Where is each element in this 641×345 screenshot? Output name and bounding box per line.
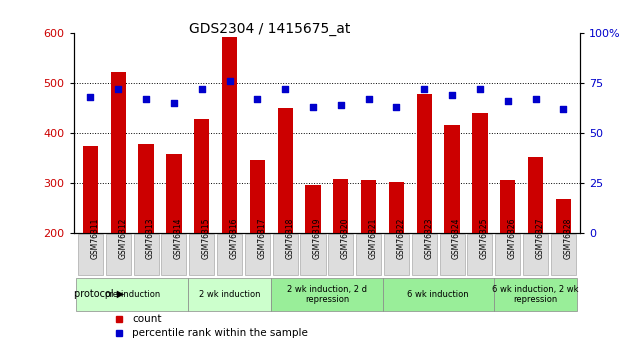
Text: protocol ▶: protocol ▶ — [74, 289, 124, 299]
Bar — [305, 185, 320, 233]
Bar — [194, 119, 210, 233]
Text: GSM76322: GSM76322 — [397, 217, 406, 259]
Bar — [556, 199, 571, 233]
Point — [169, 100, 179, 106]
Bar — [472, 113, 488, 233]
Point — [475, 86, 485, 91]
FancyBboxPatch shape — [551, 234, 576, 275]
Text: GSM76319: GSM76319 — [313, 217, 322, 259]
FancyBboxPatch shape — [412, 234, 437, 275]
Bar — [83, 146, 98, 233]
Text: GSM76318: GSM76318 — [285, 217, 294, 259]
Bar — [361, 180, 376, 233]
Text: GSM76323: GSM76323 — [424, 217, 433, 259]
Bar — [250, 160, 265, 233]
Point — [558, 106, 569, 111]
Point — [531, 96, 541, 101]
FancyBboxPatch shape — [495, 234, 520, 275]
Bar — [222, 37, 237, 233]
FancyBboxPatch shape — [523, 234, 548, 275]
Text: GSM76315: GSM76315 — [202, 217, 211, 259]
FancyBboxPatch shape — [494, 278, 578, 311]
FancyBboxPatch shape — [440, 234, 465, 275]
Text: 6 wk induction, 2 wk
repression: 6 wk induction, 2 wk repression — [492, 285, 579, 304]
Point — [447, 92, 457, 98]
Point — [197, 86, 207, 91]
FancyBboxPatch shape — [162, 234, 187, 275]
Bar — [278, 108, 293, 233]
Text: GDS2304 / 1415675_at: GDS2304 / 1415675_at — [188, 22, 350, 37]
FancyBboxPatch shape — [384, 234, 409, 275]
FancyBboxPatch shape — [467, 234, 492, 275]
Text: GSM76324: GSM76324 — [452, 217, 461, 259]
Point — [503, 98, 513, 104]
Bar — [166, 154, 181, 233]
Point — [280, 86, 290, 91]
Point — [113, 86, 123, 91]
Bar — [138, 144, 154, 233]
Text: GSM76317: GSM76317 — [257, 217, 267, 259]
Point — [85, 94, 96, 99]
Text: GSM76314: GSM76314 — [174, 217, 183, 259]
Bar — [444, 125, 460, 233]
Text: 6 wk induction: 6 wk induction — [408, 290, 469, 299]
Text: GSM76316: GSM76316 — [229, 217, 238, 259]
Text: GSM76326: GSM76326 — [508, 217, 517, 259]
Point — [308, 104, 318, 109]
Point — [224, 78, 235, 83]
Point — [419, 86, 429, 91]
Point — [363, 96, 374, 101]
Text: 2 wk induction: 2 wk induction — [199, 290, 260, 299]
FancyBboxPatch shape — [356, 234, 381, 275]
Text: GSM76313: GSM76313 — [146, 217, 155, 259]
Text: pre-induction: pre-induction — [104, 290, 160, 299]
Point — [336, 102, 346, 108]
Bar — [500, 180, 515, 233]
Text: GSM76320: GSM76320 — [341, 217, 350, 259]
Text: GSM76325: GSM76325 — [480, 217, 489, 259]
Point — [392, 104, 402, 109]
Text: GSM76321: GSM76321 — [369, 217, 378, 259]
Text: GSM76327: GSM76327 — [536, 217, 545, 259]
FancyBboxPatch shape — [272, 234, 297, 275]
FancyBboxPatch shape — [217, 234, 242, 275]
FancyBboxPatch shape — [189, 234, 214, 275]
FancyBboxPatch shape — [328, 234, 353, 275]
Bar — [111, 72, 126, 233]
FancyBboxPatch shape — [188, 278, 271, 311]
Bar — [389, 182, 404, 233]
FancyBboxPatch shape — [78, 234, 103, 275]
FancyBboxPatch shape — [76, 278, 188, 311]
Bar — [528, 157, 543, 233]
Point — [252, 96, 262, 101]
FancyBboxPatch shape — [383, 278, 494, 311]
Text: GSM76328: GSM76328 — [563, 217, 572, 259]
Bar — [417, 94, 432, 233]
FancyBboxPatch shape — [133, 234, 158, 275]
Text: GSM76312: GSM76312 — [118, 217, 127, 259]
FancyBboxPatch shape — [301, 234, 326, 275]
Text: percentile rank within the sample: percentile rank within the sample — [132, 328, 308, 338]
FancyBboxPatch shape — [245, 234, 270, 275]
FancyBboxPatch shape — [271, 278, 383, 311]
Point — [141, 96, 151, 101]
Text: GSM76311: GSM76311 — [90, 217, 99, 259]
FancyBboxPatch shape — [106, 234, 131, 275]
Text: 2 wk induction, 2 d
repression: 2 wk induction, 2 d repression — [287, 285, 367, 304]
Bar — [333, 179, 349, 233]
Text: count: count — [132, 314, 162, 324]
